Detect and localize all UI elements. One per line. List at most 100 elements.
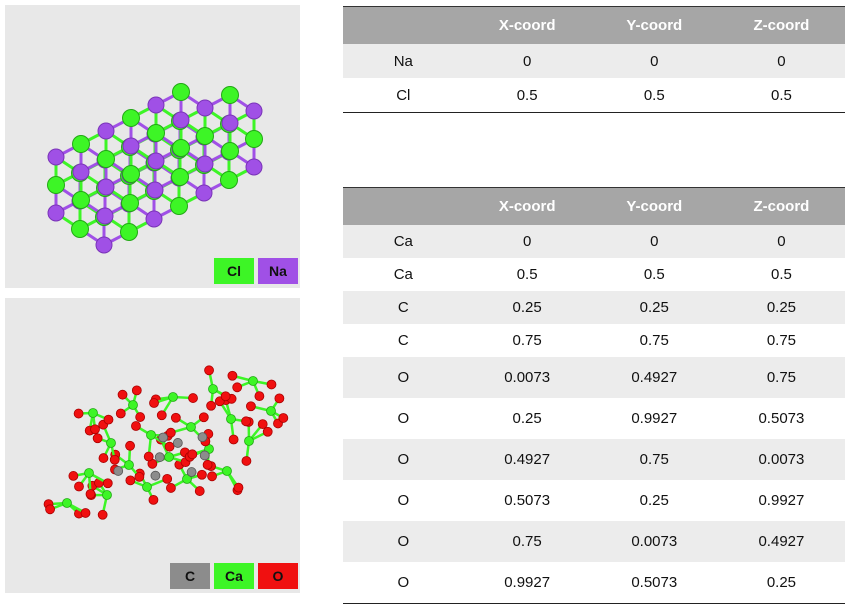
cell-coordinate: 0.5 <box>464 78 591 113</box>
cell-element: O <box>343 439 464 480</box>
legend-cl-swatch: Cl <box>214 258 254 284</box>
cell-coordinate: 0.75 <box>591 439 718 480</box>
cl-atom <box>246 131 263 148</box>
o-atom <box>242 417 251 426</box>
na-atom <box>222 115 238 131</box>
ca-atom <box>103 491 112 500</box>
header-z-coord: Z-coord <box>718 7 845 45</box>
c-atom <box>151 471 160 480</box>
cell-element: C <box>343 291 464 324</box>
na-atom <box>197 156 213 172</box>
c-atom <box>114 466 123 475</box>
cl-atom <box>121 224 138 241</box>
o-atom <box>126 441 135 450</box>
cl-atom <box>122 195 139 212</box>
nacl-lattice-drawing <box>5 5 300 288</box>
o-atom <box>197 470 206 479</box>
cell-coordinate: 0.5 <box>718 258 845 291</box>
o-atom <box>103 479 112 488</box>
ca-atom <box>85 469 94 478</box>
cell-coordinate: 0 <box>591 44 718 78</box>
o-atom <box>150 398 159 407</box>
o-atom <box>163 474 172 483</box>
cell-coordinate: 0.75 <box>591 324 718 357</box>
cell-coordinate: 0.5073 <box>591 562 718 604</box>
o-atom <box>267 380 276 389</box>
ca-atom <box>143 483 152 492</box>
cell-coordinate: 0.25 <box>591 291 718 324</box>
na-atom <box>96 237 112 253</box>
table-header-row: X-coord Y-coord Z-coord <box>343 7 845 45</box>
cell-coordinate: 0.25 <box>591 480 718 521</box>
cell-element: O <box>343 480 464 521</box>
header-x-coord: X-coord <box>464 7 591 45</box>
nacl-legend: Cl Na <box>214 258 298 284</box>
o-atom <box>74 409 83 418</box>
legend-o-swatch: O <box>258 563 298 589</box>
o-atom <box>171 413 180 422</box>
ca-atom <box>147 431 156 440</box>
cell-coordinate: 0.25 <box>464 398 591 439</box>
ca-atom <box>187 423 196 432</box>
cell-coordinate: 0.25 <box>718 562 845 604</box>
cell-element: O <box>343 398 464 439</box>
o-atom <box>195 487 204 496</box>
legend-c-swatch: C <box>170 563 210 589</box>
o-atom <box>207 401 216 410</box>
o-atom <box>86 490 95 499</box>
ca-atom <box>89 409 98 418</box>
na-atom <box>148 153 164 169</box>
cell-coordinate: 0.9927 <box>718 480 845 521</box>
o-atom <box>98 510 107 519</box>
cl-atom <box>148 125 165 142</box>
caco3-lattice-drawing <box>5 298 300 593</box>
cell-coordinate: 0.75 <box>718 357 845 398</box>
cell-coordinate: 0.0073 <box>591 521 718 562</box>
cell-coordinate: 0.9927 <box>464 562 591 604</box>
cell-coordinate: 0.4927 <box>464 439 591 480</box>
o-atom <box>199 413 208 422</box>
ca-atom <box>129 401 138 410</box>
cl-atom <box>73 192 90 209</box>
o-atom <box>46 505 55 514</box>
o-atom <box>189 394 198 403</box>
cl-atom <box>123 166 140 183</box>
header-element <box>343 188 464 226</box>
cl-atom <box>173 84 190 101</box>
na-atom <box>148 97 164 113</box>
cell-coordinate: 0.0073 <box>718 439 845 480</box>
cell-element: C <box>343 324 464 357</box>
o-atom <box>221 392 230 401</box>
o-atom <box>255 392 264 401</box>
o-atom <box>228 371 237 380</box>
cl-atom <box>72 221 89 238</box>
na-atom <box>98 123 114 139</box>
cell-coordinate: 0.4927 <box>718 521 845 562</box>
cl-atom <box>172 169 189 186</box>
na-atom <box>97 208 113 224</box>
cell-coordinate: 0.9927 <box>591 398 718 439</box>
cl-atom <box>197 128 214 145</box>
o-atom <box>242 456 251 465</box>
cell-coordinate: 0.25 <box>464 291 591 324</box>
header-element <box>343 7 464 45</box>
na-atom <box>123 138 139 154</box>
cell-coordinate: 0.5 <box>591 258 718 291</box>
o-atom <box>135 472 144 481</box>
cell-coordinate: 0.0073 <box>464 357 591 398</box>
o-atom <box>233 383 242 392</box>
ca-atom <box>209 385 218 394</box>
o-atom <box>126 476 135 485</box>
o-atom <box>110 455 119 464</box>
o-atom <box>69 471 78 480</box>
o-atom <box>205 366 214 375</box>
cell-coordinate: 0 <box>591 225 718 258</box>
o-atom <box>136 413 145 422</box>
cl-atom <box>222 143 239 160</box>
